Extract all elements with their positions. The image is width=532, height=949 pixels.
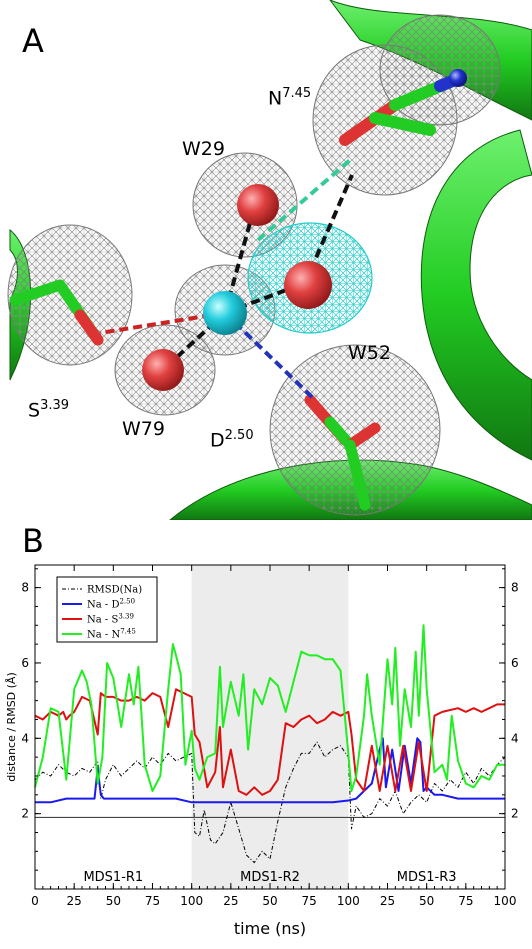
- label-d250: D2.50: [210, 428, 254, 452]
- shade-layer: [191, 565, 349, 889]
- y-tick-label: 4: [21, 731, 29, 745]
- y-tick-label: 2: [21, 807, 29, 821]
- x-tick-label: 50: [262, 894, 277, 908]
- y-tick-label: 8: [21, 581, 29, 595]
- y-tick-label-right: 8: [511, 581, 519, 595]
- series-line: [35, 737, 505, 804]
- panel-a-letter: A: [22, 22, 44, 60]
- series-layer: [34, 624, 506, 864]
- label-w52: W52: [348, 342, 391, 364]
- segment-label: MDS1-R2: [240, 870, 300, 885]
- stick-s339: [9, 279, 104, 346]
- x-tick-label: 0: [31, 894, 39, 908]
- label-w29: W29: [182, 138, 225, 160]
- label-w79: W79: [122, 418, 165, 440]
- label-n745: N7.45: [268, 86, 312, 110]
- series-line: [34, 741, 506, 864]
- y-tick-label: 6: [21, 656, 29, 670]
- helix-right-curl: [420, 129, 532, 461]
- x-tick-label: 50: [419, 894, 434, 908]
- panel-b-chart: 0 25 50 75 100 25 50 75 100 25 50 75 100 2 2 4 4 6 6 8 8 MDS…: [5, 564, 519, 938]
- series-line: [34, 688, 505, 796]
- x-tick-label: 100: [180, 894, 203, 908]
- mesh-d250: [269, 344, 441, 516]
- y-tick-label-right: 4: [511, 731, 519, 745]
- water-w79: [142, 349, 184, 391]
- legend-box: [56, 576, 158, 643]
- x-tick-label: 75: [458, 894, 473, 908]
- panel-a-structure-render: [7, 0, 532, 520]
- x-axis-title: time (ns): [234, 919, 306, 938]
- nitrogen-atom: [449, 69, 467, 87]
- x-tick-label: 25: [67, 894, 82, 908]
- x-tick-label: 50: [106, 894, 121, 908]
- y-axis-title: distance / RMSD (Å): [5, 672, 18, 782]
- x-tick-label: 25: [380, 894, 395, 908]
- water-w52: [284, 261, 332, 309]
- x-tick-label: 75: [145, 894, 160, 908]
- series-line: [34, 624, 505, 792]
- label-s339: S3.39: [28, 398, 70, 422]
- x-tick-label: 25: [223, 894, 238, 908]
- stick-n745: [339, 74, 461, 146]
- shaded-segment: [191, 565, 349, 889]
- segment-label: MDS1-R1: [83, 870, 143, 885]
- x-tick-label: 75: [302, 894, 317, 908]
- sodium-ion: [203, 291, 247, 335]
- water-w29: [237, 184, 279, 226]
- x-tick-label: 100: [337, 894, 360, 908]
- legend-entry: RMSD(Na): [87, 585, 142, 596]
- stick-d250: [304, 394, 381, 511]
- y-tick-label-right: 2: [511, 807, 519, 821]
- segment-label-layer: MDS1-R1 MDS1-R2 MDS1-R3: [83, 870, 456, 885]
- panel-b-letter: B: [22, 522, 44, 560]
- y-tick-label-right: 6: [511, 656, 519, 670]
- tick-layer: 0 25 50 75 100 25 50 75 100 25 50 75 100 2 2 4 4 6 6 8 8: [21, 565, 519, 908]
- x-tick-label: 100: [494, 894, 517, 908]
- segment-label: MDS1-R3: [397, 870, 457, 885]
